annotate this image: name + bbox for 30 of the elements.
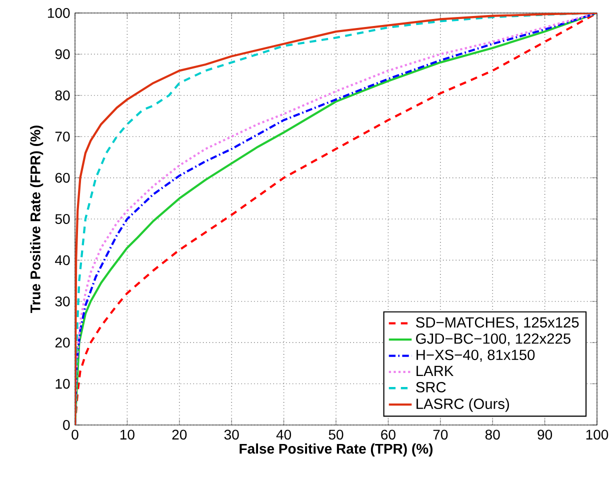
x-tick-label: 60	[381, 430, 396, 440]
x-tick-label: 90	[538, 430, 552, 440]
x-tick-label: 30	[224, 430, 239, 440]
legend-label: LASRC (Ours)	[416, 398, 509, 412]
y-tick-label: 70	[55, 132, 70, 142]
x-tick-label: 80	[485, 430, 500, 440]
x-tick-label: 0	[72, 430, 78, 440]
y-tick-label: 80	[55, 90, 70, 100]
x-axis-title: False Positive Rate (TPR) (%)	[240, 443, 433, 456]
x-tick-label: 70	[433, 430, 448, 440]
y-tick-label: 40	[55, 255, 70, 266]
x-tick-label: 20	[172, 430, 187, 440]
y-axis-title: True Positive Rate (FPR) (%)	[30, 126, 44, 313]
legend-label: SRC	[416, 382, 446, 392]
y-tick-label: 30	[55, 296, 70, 306]
y-tick-label: 20	[55, 338, 70, 348]
x-tick-label: 10	[120, 430, 134, 440]
y-tick-label: 100	[48, 8, 70, 18]
legend-label: SD−MATCHES, 125x125	[416, 317, 579, 330]
legend-label: LARK	[416, 366, 454, 376]
x-tick-label: 100	[586, 430, 608, 440]
legend-label: H−XS−40, 81x150	[416, 350, 535, 362]
legend-label: GJD−BC−100, 122x225	[416, 333, 570, 346]
y-tick-label: 60	[55, 172, 70, 183]
y-tick-label: 50	[55, 214, 70, 224]
x-tick-label: 50	[328, 430, 344, 440]
y-tick-label: 10	[56, 378, 70, 389]
y-tick-label: 90	[55, 49, 70, 60]
x-tick-label: 40	[276, 430, 292, 440]
y-tick-label: 0	[63, 420, 70, 430]
